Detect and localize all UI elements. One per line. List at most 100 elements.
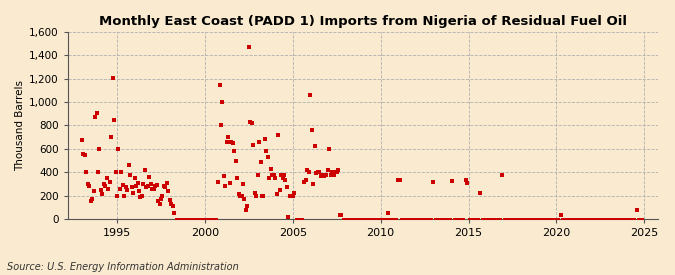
Point: [624, 217, 635, 221]
Point: [478, 217, 489, 221]
Point: [406, 217, 416, 221]
Point: [132, 180, 143, 185]
Point: [246, 121, 257, 125]
Point: [131, 184, 142, 188]
Point: [348, 217, 358, 221]
Point: [510, 217, 521, 221]
Point: [378, 217, 389, 221]
Point: [621, 217, 632, 221]
Point: [538, 217, 549, 221]
Point: [611, 217, 622, 221]
Point: [270, 176, 281, 180]
Point: [97, 192, 108, 197]
Point: [393, 178, 404, 183]
Point: [233, 192, 244, 197]
Point: [535, 217, 545, 221]
Point: [100, 184, 111, 188]
Point: [113, 147, 124, 151]
Point: [563, 217, 574, 221]
Point: [265, 166, 276, 171]
Point: [334, 213, 345, 218]
Point: [567, 217, 578, 221]
Point: [375, 217, 386, 221]
Point: [576, 217, 587, 221]
Point: [106, 135, 117, 139]
Point: [146, 186, 157, 191]
Point: [397, 217, 408, 221]
Point: [230, 158, 241, 163]
Point: [409, 217, 420, 221]
Point: [443, 217, 454, 221]
Point: [91, 110, 102, 115]
Point: [261, 149, 272, 153]
Point: [437, 217, 448, 221]
Point: [229, 149, 240, 153]
Point: [331, 170, 342, 174]
Point: [182, 217, 193, 221]
Point: [85, 199, 96, 204]
Point: [456, 217, 466, 221]
Point: [343, 217, 354, 221]
Title: Monthly East Coast (PADD 1) Imports from Nigeria of Residual Fuel Oil: Monthly East Coast (PADD 1) Imports from…: [99, 15, 627, 28]
Point: [310, 171, 321, 175]
Point: [524, 217, 535, 221]
Point: [213, 179, 223, 184]
Point: [636, 217, 647, 221]
Point: [185, 217, 196, 221]
Point: [111, 193, 122, 198]
Point: [239, 197, 250, 201]
Point: [159, 184, 169, 188]
Point: [529, 217, 540, 221]
Point: [281, 185, 292, 189]
Point: [454, 217, 465, 221]
Point: [634, 217, 645, 221]
Point: [422, 217, 433, 221]
Point: [427, 217, 437, 221]
Point: [201, 217, 212, 221]
Point: [279, 172, 290, 177]
Point: [582, 217, 593, 221]
Point: [577, 217, 588, 221]
Point: [364, 217, 375, 221]
Point: [119, 193, 130, 198]
Point: [489, 217, 500, 221]
Point: [116, 170, 127, 174]
Point: [171, 217, 182, 221]
Point: [155, 197, 166, 201]
Point: [318, 174, 329, 178]
Point: [488, 217, 499, 221]
Point: [84, 184, 95, 188]
Point: [305, 93, 316, 97]
Point: [369, 217, 380, 221]
Point: [481, 217, 491, 221]
Point: [202, 217, 213, 221]
Point: [205, 217, 216, 221]
Point: [169, 211, 180, 215]
Point: [477, 217, 487, 221]
Point: [632, 207, 643, 212]
Point: [134, 189, 144, 193]
Point: [500, 217, 510, 221]
Point: [359, 217, 370, 221]
Point: [548, 217, 559, 221]
Point: [214, 82, 225, 87]
Point: [86, 197, 97, 201]
Point: [273, 133, 284, 137]
Point: [599, 217, 610, 221]
Point: [517, 217, 528, 221]
Point: [434, 217, 445, 221]
Point: [528, 217, 539, 221]
Point: [344, 217, 355, 221]
Point: [358, 217, 369, 221]
Text: Source: U.S. Energy Information Administration: Source: U.S. Energy Information Administ…: [7, 262, 238, 272]
Point: [145, 182, 156, 186]
Point: [574, 217, 585, 221]
Point: [572, 217, 583, 221]
Point: [506, 217, 516, 221]
Point: [289, 191, 300, 196]
Point: [493, 217, 504, 221]
Point: [94, 147, 105, 151]
Point: [290, 217, 301, 221]
Point: [299, 179, 310, 184]
Point: [475, 191, 485, 195]
